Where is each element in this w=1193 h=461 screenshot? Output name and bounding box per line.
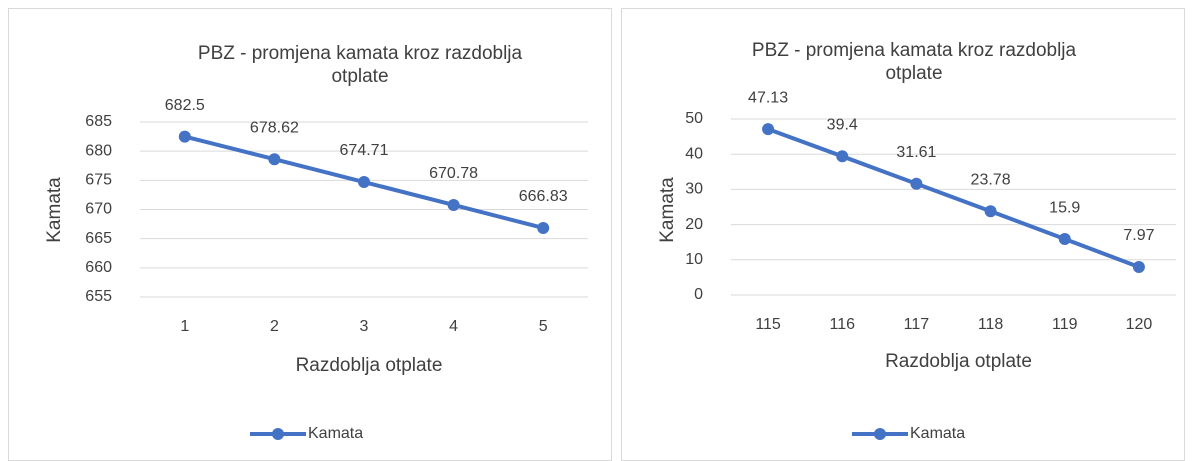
chart-frame xyxy=(8,8,612,461)
x-tick-label: 4 xyxy=(449,318,458,335)
y-tick-label: 40 xyxy=(685,145,703,162)
data-label: 674.71 xyxy=(340,142,389,159)
x-tick-label: 3 xyxy=(360,318,369,335)
legend-label: Kamata xyxy=(910,425,965,442)
x-tick-label: 118 xyxy=(978,316,1004,333)
data-point xyxy=(1058,233,1071,246)
x-tick-label: 1 xyxy=(180,318,189,335)
y-tick-label: 660 xyxy=(85,259,112,276)
y-tick-label: 685 xyxy=(85,113,112,130)
y-tick-label: 50 xyxy=(685,110,703,127)
y-tick-label: 670 xyxy=(85,201,112,218)
data-point xyxy=(447,198,460,211)
data-label: 678.62 xyxy=(250,119,299,136)
data-label: 670.78 xyxy=(429,165,478,182)
data-label: 7.97 xyxy=(1123,227,1154,244)
x-tick-label: 120 xyxy=(1126,316,1153,333)
chart-title: PBZ - promjena kamata kroz razdoblja otp… xyxy=(197,43,523,87)
chart-title: PBZ - promjena kamata kroz razdoblja otp… xyxy=(751,40,1077,84)
data-point xyxy=(537,221,550,234)
legend-marker xyxy=(874,428,886,440)
data-label: 666.83 xyxy=(519,188,568,205)
data-point xyxy=(358,176,370,189)
data-label: 23.78 xyxy=(971,172,1011,189)
data-point xyxy=(910,177,923,190)
x-axis-title: Razdoblja otplate xyxy=(296,355,443,376)
data-label: 39.4 xyxy=(827,117,858,134)
data-point xyxy=(1132,260,1145,273)
x-tick-label: 115 xyxy=(755,316,781,333)
data-line xyxy=(767,127,1140,269)
x-tick-label: 116 xyxy=(829,316,855,333)
x-axis-title: Razdoblja otplate xyxy=(885,351,1032,372)
y-axis-title: Kamata xyxy=(657,177,678,243)
y-tick-label: 680 xyxy=(85,142,112,159)
y-tick-label: 675 xyxy=(85,172,112,189)
y-tick-label: 20 xyxy=(685,216,703,233)
y-tick-label: 30 xyxy=(685,181,703,198)
y-axis-title: Kamata xyxy=(44,177,65,243)
data-point xyxy=(984,205,997,218)
data-point xyxy=(836,150,849,163)
x-tick-label: 5 xyxy=(539,318,548,335)
legend-label: Kamata xyxy=(308,425,363,442)
data-point xyxy=(268,153,281,166)
chart-frame xyxy=(621,8,1185,461)
y-tick-label: 0 xyxy=(694,286,703,303)
x-tick-label: 117 xyxy=(904,316,930,333)
data-point xyxy=(762,123,775,136)
legend-marker xyxy=(272,428,284,440)
data-label: 31.61 xyxy=(896,144,936,161)
data-label: 682.5 xyxy=(165,97,205,114)
y-tick-label: 655 xyxy=(85,288,112,305)
data-label: 15.9 xyxy=(1049,199,1080,216)
y-tick-label: 10 xyxy=(685,251,703,268)
x-tick-label: 119 xyxy=(1052,316,1078,333)
data-label: 47.13 xyxy=(748,89,788,106)
x-tick-label: 2 xyxy=(270,318,279,335)
data-point xyxy=(178,130,191,143)
y-tick-label: 665 xyxy=(85,230,112,247)
